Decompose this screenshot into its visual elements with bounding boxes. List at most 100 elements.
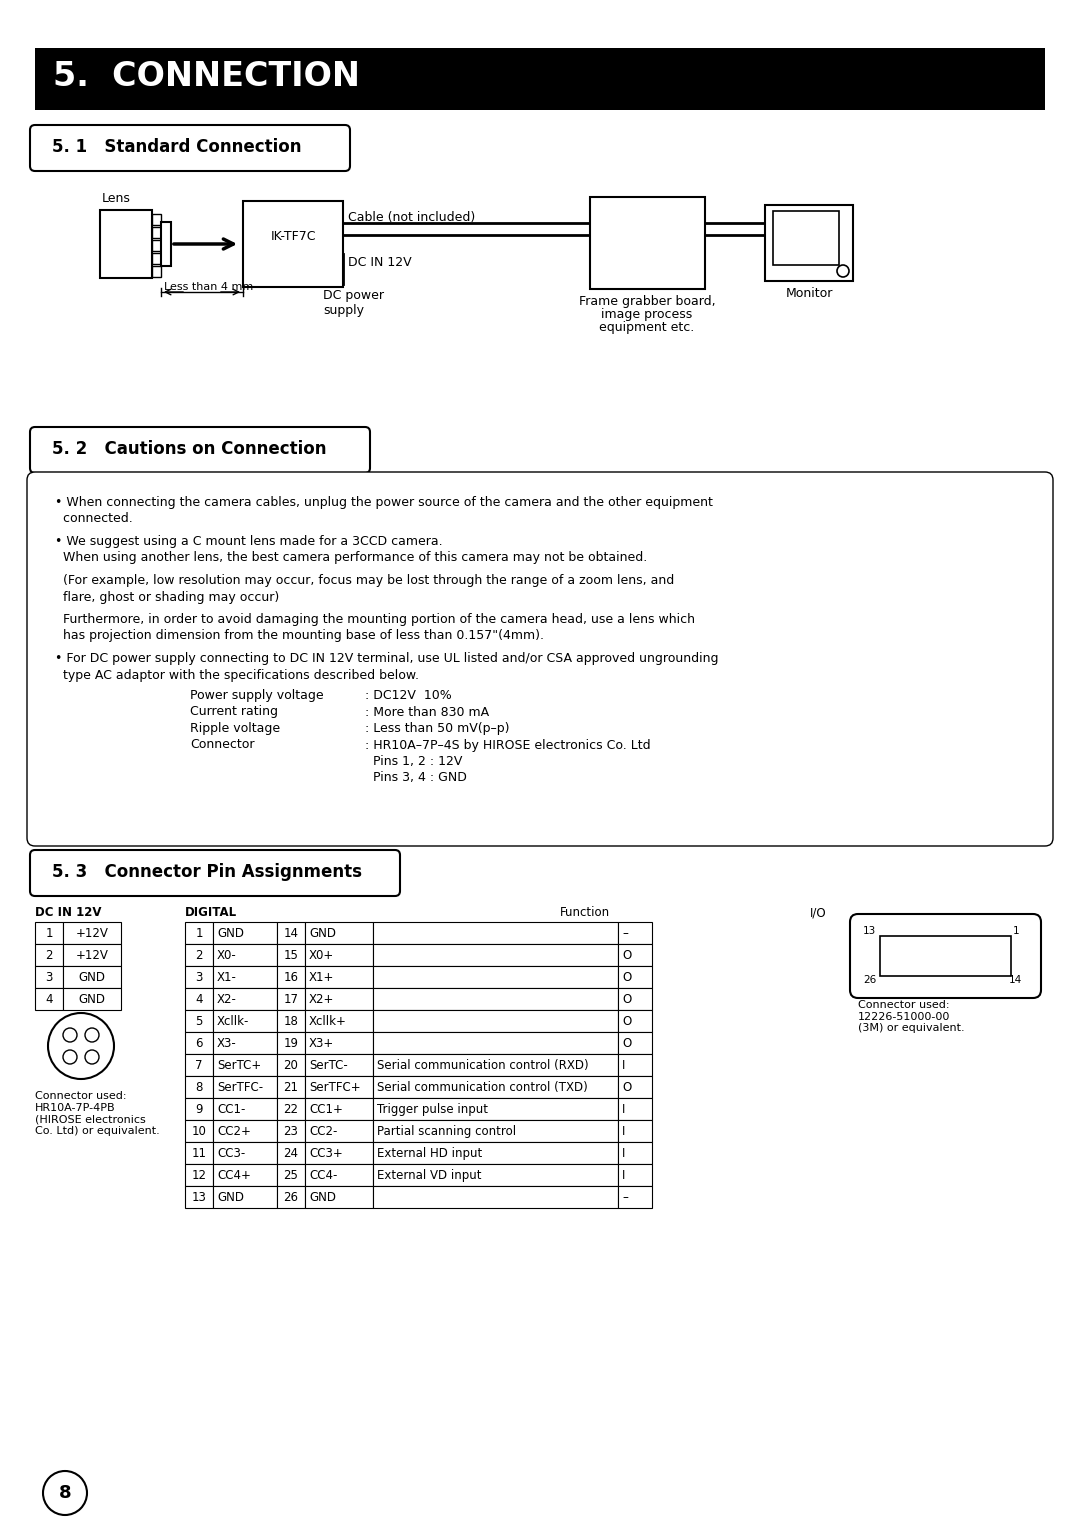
- Bar: [213, 922, 276, 943]
- Bar: [618, 943, 652, 966]
- Text: Pins 3, 4 : GND: Pins 3, 4 : GND: [365, 772, 467, 784]
- Bar: [618, 1032, 652, 1053]
- Bar: [276, 988, 305, 1011]
- Text: GND: GND: [309, 1191, 336, 1203]
- Text: External VD input: External VD input: [377, 1170, 482, 1182]
- Text: 10: 10: [191, 1125, 206, 1138]
- Bar: [213, 1098, 276, 1121]
- FancyBboxPatch shape: [850, 914, 1041, 998]
- Text: 8: 8: [195, 1081, 203, 1095]
- Bar: [276, 1032, 305, 1053]
- Text: SerTFC+: SerTFC+: [309, 1081, 361, 1095]
- Text: 6: 6: [195, 1037, 203, 1050]
- FancyBboxPatch shape: [30, 427, 370, 472]
- Bar: [185, 1187, 213, 1208]
- Text: 2: 2: [195, 950, 203, 962]
- Bar: [35, 922, 63, 943]
- Text: flare, ghost or shading may occur): flare, ghost or shading may occur): [55, 590, 280, 604]
- Bar: [35, 988, 63, 1011]
- Bar: [618, 988, 652, 1011]
- Text: O: O: [622, 1015, 631, 1027]
- Text: 26: 26: [863, 976, 876, 985]
- Bar: [213, 1032, 276, 1053]
- Text: 3: 3: [89, 1031, 95, 1040]
- FancyBboxPatch shape: [27, 472, 1053, 846]
- Text: I: I: [622, 1060, 625, 1072]
- Circle shape: [837, 265, 849, 277]
- Bar: [618, 1142, 652, 1164]
- Text: O: O: [622, 1037, 631, 1050]
- Text: When using another lens, the best camera performance of this camera may not be o: When using another lens, the best camera…: [55, 552, 647, 564]
- Bar: [185, 1011, 213, 1032]
- Text: +12V: +12V: [76, 927, 108, 940]
- Bar: [35, 966, 63, 988]
- Text: O: O: [622, 1081, 631, 1095]
- Bar: [185, 966, 213, 988]
- Bar: [880, 936, 1011, 976]
- Text: O: O: [622, 971, 631, 985]
- Text: 1: 1: [195, 927, 203, 940]
- Bar: [185, 1032, 213, 1053]
- Bar: [276, 1053, 305, 1076]
- Text: Connector used:
HR10A-7P-4PB
(HIROSE electronics
Co. Ltd) or equivalent.: Connector used: HR10A-7P-4PB (HIROSE ele…: [35, 1092, 160, 1136]
- Text: 23: 23: [284, 1125, 298, 1138]
- Bar: [373, 1098, 618, 1121]
- Text: Serial communication control (RXD): Serial communication control (RXD): [377, 1060, 589, 1072]
- Bar: [618, 1011, 652, 1032]
- Bar: [773, 211, 839, 265]
- Text: SerTC+: SerTC+: [217, 1060, 261, 1072]
- Text: CC4-: CC4-: [309, 1170, 337, 1182]
- Text: Function: Function: [561, 907, 610, 919]
- Text: 25: 25: [284, 1170, 298, 1182]
- Circle shape: [43, 1471, 87, 1515]
- Text: 14: 14: [1009, 976, 1023, 985]
- Text: 8: 8: [58, 1485, 71, 1501]
- Text: X0+: X0+: [309, 950, 334, 962]
- Bar: [213, 1076, 276, 1098]
- Text: (For example, low resolution may occur, focus may be lost through the range of a: (For example, low resolution may occur, …: [55, 573, 674, 587]
- FancyBboxPatch shape: [30, 850, 400, 896]
- Bar: [185, 988, 213, 1011]
- Text: Serial communication control (TXD): Serial communication control (TXD): [377, 1081, 588, 1095]
- Bar: [276, 1121, 305, 1142]
- Text: 5. 2   Cautions on Connection: 5. 2 Cautions on Connection: [52, 440, 326, 459]
- Bar: [618, 966, 652, 988]
- Text: : More than 830 mA: : More than 830 mA: [365, 705, 489, 719]
- Text: I: I: [622, 1125, 625, 1138]
- Text: GND: GND: [217, 927, 244, 940]
- Bar: [618, 922, 652, 943]
- Bar: [63, 943, 121, 966]
- Text: Monitor: Monitor: [785, 287, 833, 300]
- Bar: [152, 226, 161, 239]
- Bar: [152, 252, 161, 265]
- Bar: [618, 1187, 652, 1208]
- Circle shape: [85, 1027, 99, 1041]
- Text: 4: 4: [195, 992, 203, 1006]
- Text: Connector: Connector: [190, 739, 255, 751]
- Text: 11: 11: [191, 1147, 206, 1161]
- Bar: [213, 1121, 276, 1142]
- Bar: [276, 1076, 305, 1098]
- Text: 21: 21: [283, 1081, 298, 1095]
- Text: : DC12V  10%: : DC12V 10%: [365, 690, 451, 702]
- Text: 15: 15: [284, 950, 298, 962]
- Bar: [213, 988, 276, 1011]
- Circle shape: [85, 1050, 99, 1064]
- Text: 19: 19: [283, 1037, 298, 1050]
- Bar: [373, 1164, 618, 1187]
- Text: –: –: [622, 1191, 627, 1203]
- Circle shape: [48, 1014, 114, 1079]
- Bar: [213, 1164, 276, 1187]
- Text: Lens: Lens: [102, 193, 131, 205]
- Bar: [213, 943, 276, 966]
- Text: X2+: X2+: [309, 992, 335, 1006]
- Text: 16: 16: [283, 971, 298, 985]
- Text: GND: GND: [79, 971, 106, 985]
- Text: Trigger pulse input: Trigger pulse input: [377, 1102, 488, 1116]
- Bar: [243, 200, 343, 287]
- Text: : HR10A–7P–4S by HIROSE electronics Co. Ltd: : HR10A–7P–4S by HIROSE electronics Co. …: [365, 739, 650, 751]
- Text: • For DC power supply connecting to DC IN 12V terminal, use UL listed and/or CSA: • For DC power supply connecting to DC I…: [55, 651, 718, 665]
- Text: Partial scanning control: Partial scanning control: [377, 1125, 516, 1138]
- Text: CC4+: CC4+: [217, 1170, 251, 1182]
- Bar: [373, 1076, 618, 1098]
